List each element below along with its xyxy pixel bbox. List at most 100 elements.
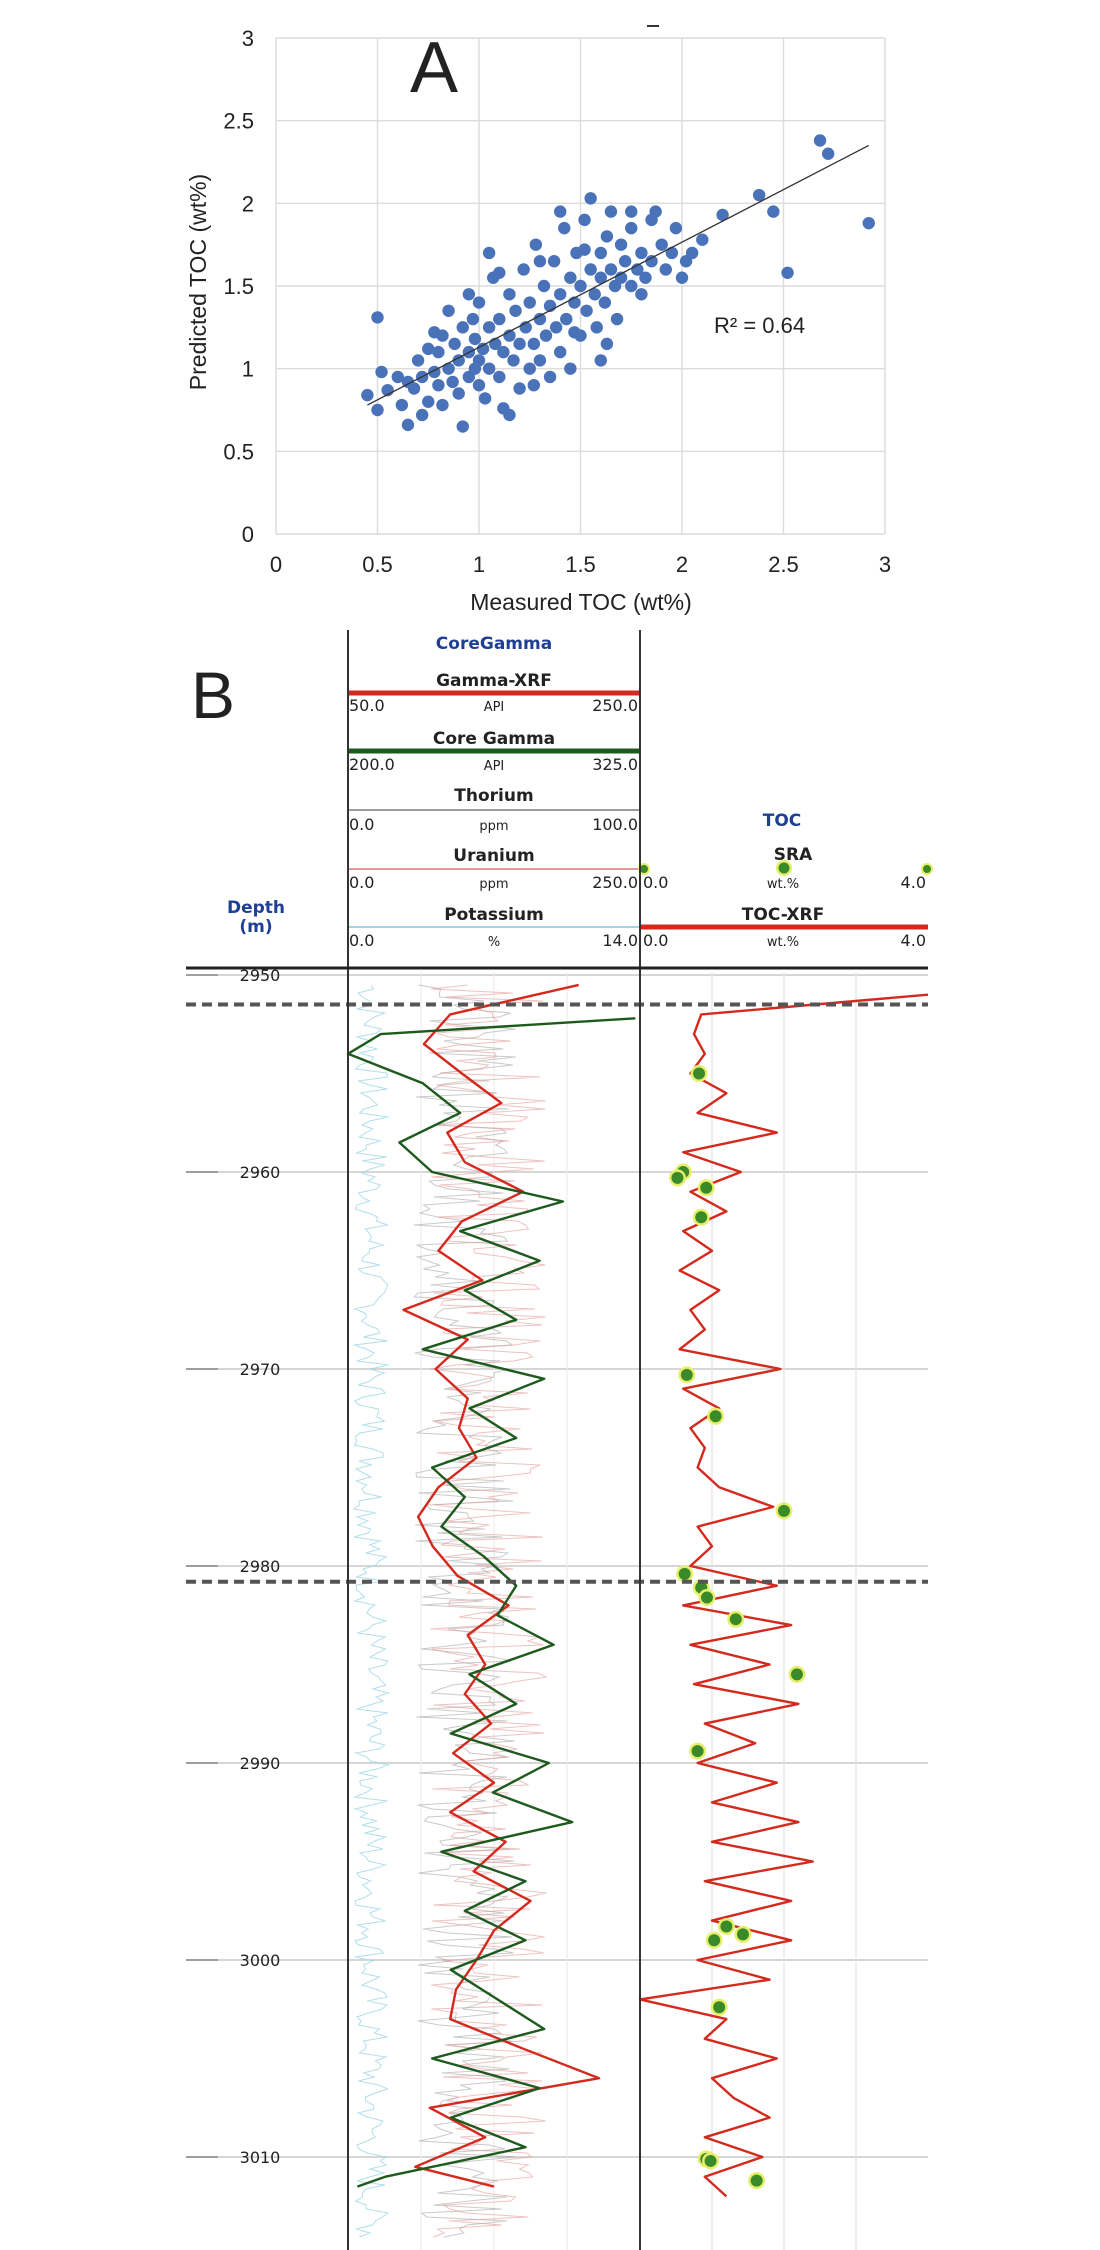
scatter-point xyxy=(543,370,557,384)
scatter-point xyxy=(517,263,530,276)
scatter-point xyxy=(456,321,469,334)
scatter-point xyxy=(503,408,516,422)
scatter-point xyxy=(588,288,601,301)
scatter-point xyxy=(462,288,476,301)
sra-legend-marker-center-core xyxy=(778,862,790,874)
scatter-point xyxy=(407,382,421,395)
toc-xrf-name: TOC-XRF xyxy=(742,905,824,925)
y-tick-label: 3 xyxy=(242,26,254,51)
scatter-point xyxy=(584,192,597,205)
scatter-point xyxy=(448,337,461,351)
scatter-point xyxy=(600,337,614,351)
scatter-point xyxy=(752,188,766,202)
x-tick-label: 1 xyxy=(473,552,485,577)
scatter-point xyxy=(476,342,490,356)
core-gamma-max: 325.0 xyxy=(592,755,638,774)
scatter-point xyxy=(560,312,573,326)
scatter-point xyxy=(645,213,658,227)
y-tick-label: 2.5 xyxy=(223,109,254,134)
scatter-point xyxy=(529,238,543,251)
scatter-point xyxy=(685,246,699,260)
scatter-point xyxy=(503,288,516,301)
sra-point xyxy=(680,1368,693,1381)
scatter-point xyxy=(578,213,591,227)
scatter-point xyxy=(533,312,547,326)
scatter-point xyxy=(375,365,388,379)
scatter-point xyxy=(527,337,541,351)
scatter-point xyxy=(428,326,441,339)
log-grid xyxy=(186,972,928,2250)
x-tick-label: 2 xyxy=(676,552,688,577)
sra-point xyxy=(695,1211,708,1224)
depth-tick-label: 2960 xyxy=(240,1163,281,1182)
scatter-point xyxy=(361,388,374,402)
scatter-point xyxy=(610,312,624,326)
scatter-point xyxy=(371,403,384,417)
scatter-point xyxy=(472,296,486,309)
thorium-max: 100.0 xyxy=(592,815,638,834)
sra-point xyxy=(750,2174,763,2187)
core-gamma-name: Core Gamma xyxy=(433,729,555,749)
sra-name: SRA xyxy=(774,845,813,865)
sra-point xyxy=(720,1920,733,1933)
scatter-point xyxy=(639,271,652,284)
toc-xrf-min: 0.0 xyxy=(643,931,668,950)
trendline xyxy=(367,144,870,406)
toc-xrf-curve xyxy=(638,993,929,2198)
formation-boundaries xyxy=(186,1002,928,1584)
sra-point xyxy=(678,1567,691,1580)
scatter-point xyxy=(493,370,506,384)
scatter-point xyxy=(395,398,409,412)
x-tick-label: 0.5 xyxy=(362,552,393,577)
scatter-point xyxy=(594,246,607,260)
x-tick-label: 2.5 xyxy=(768,552,799,577)
gamma-xrf-curve xyxy=(402,983,601,2188)
scatter-point xyxy=(635,246,648,260)
gamma-xrf-unit: API xyxy=(484,700,505,715)
scatter-point xyxy=(604,263,618,276)
scatter-point xyxy=(584,263,597,276)
sra-max: 4.0 xyxy=(901,873,926,892)
sra-legend-marker-left-core xyxy=(640,865,648,873)
sra-point xyxy=(729,1613,742,1626)
scatter-point xyxy=(527,379,541,392)
scatter-point xyxy=(468,362,482,375)
sra-point xyxy=(790,1668,803,1681)
scatter-point xyxy=(456,420,469,433)
scatter-point xyxy=(497,345,510,359)
sra-point xyxy=(693,1067,706,1080)
y-axis-label: Predicted TOC (wt%) xyxy=(185,174,211,390)
sra-point xyxy=(700,1591,713,1604)
scatter-point xyxy=(549,321,563,334)
scatter-point xyxy=(493,312,506,326)
scatter-point xyxy=(675,271,689,284)
scatter-point xyxy=(533,255,547,268)
y-tick-labels: 0 0.5 1 1.5 2 2.5 3 xyxy=(223,26,254,547)
sra-unit: wt.% xyxy=(767,877,799,892)
scatter-point xyxy=(446,375,459,389)
sra-point xyxy=(709,1410,722,1423)
thorium-name: Thorium xyxy=(454,786,533,806)
scatter-point xyxy=(452,354,465,367)
scatter-point xyxy=(614,238,628,251)
thorium-min: 0.0 xyxy=(349,815,374,834)
scatter-point xyxy=(618,255,632,268)
scatter-point xyxy=(537,279,551,293)
sra-point xyxy=(778,1504,790,1517)
scatter-point xyxy=(635,288,648,301)
sra-point xyxy=(736,1928,749,1941)
scatter-point xyxy=(401,418,415,432)
core-gamma-curve xyxy=(346,1017,636,2188)
scatter-point xyxy=(767,205,780,218)
scatter-point xyxy=(523,296,536,309)
y-tick-label: 1 xyxy=(242,357,254,382)
panel-label-b: B xyxy=(191,658,235,732)
scatter-point xyxy=(558,221,571,235)
scatter-point xyxy=(813,134,827,147)
y-tick-label: 0.5 xyxy=(223,439,254,464)
scatter-point xyxy=(509,304,522,317)
scatter-point xyxy=(590,321,603,334)
uranium-unit: ppm xyxy=(479,877,508,892)
x-tick-label: 1.5 xyxy=(565,552,596,577)
